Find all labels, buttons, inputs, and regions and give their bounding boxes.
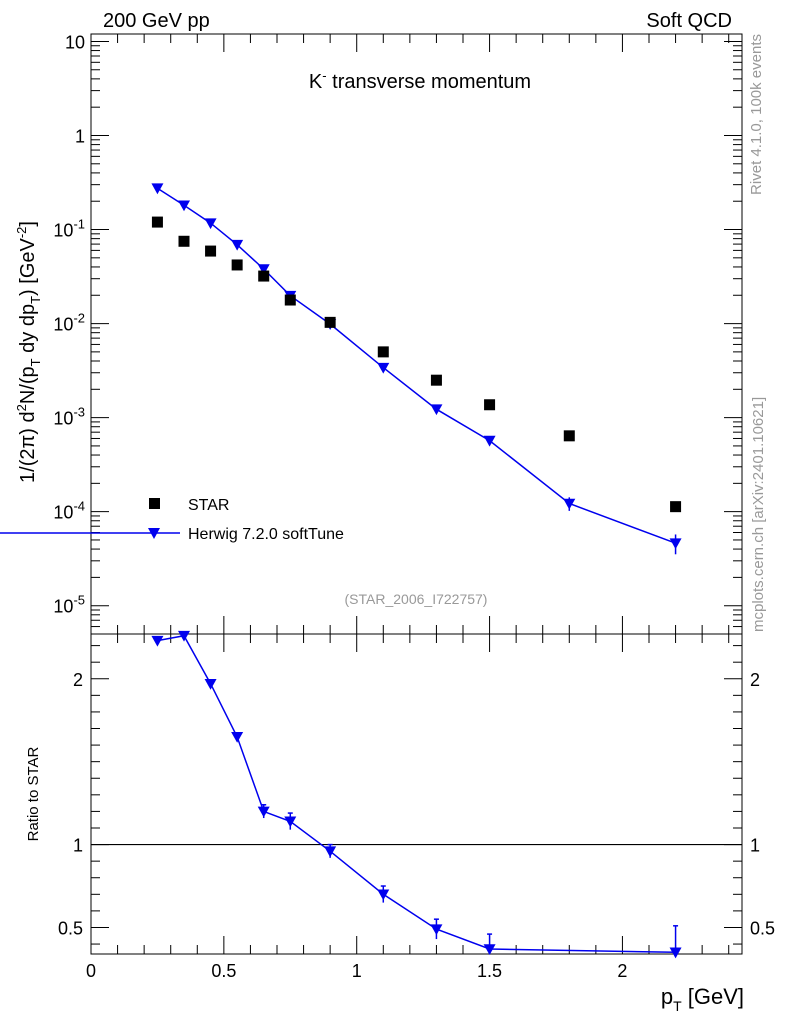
ratio-point (430, 924, 443, 936)
ratio-point (324, 846, 337, 858)
star-point (151, 216, 163, 228)
legend-herwig-label: Herwig 7.2.0 softTune (188, 526, 344, 543)
ratio-point (284, 816, 297, 828)
main-y-tick-label: 10-5 (53, 593, 85, 617)
ratio-y-tick-label: 1 (73, 836, 83, 856)
ratio-y-tick-label-right: 2 (750, 670, 760, 690)
x-ticks: 0 0.5 1 1.5 2 (86, 34, 730, 981)
star-point (178, 235, 190, 247)
rivet-label: Rivet 4.1.0, 100k events (748, 34, 765, 195)
x-tick-label: 0 (86, 961, 96, 981)
herwig-point (151, 183, 164, 195)
star-series (151, 216, 682, 513)
main-y-tick-label: 10-1 (53, 217, 85, 241)
ratio-y-axis-label: Ratio to STAR (25, 746, 42, 841)
legend-herwig-marker (148, 528, 160, 539)
mcplots-label: mcplots.cern.ch [arXiv:2401.10621] (750, 397, 767, 632)
x-tick-label: 1.5 (477, 961, 502, 981)
ratio-y-ticks: 0.5 0.5 1 1 2 2 (58, 645, 775, 945)
header-right: Soft QCD (646, 10, 732, 32)
main-y-tick-label: 10-2 (53, 311, 85, 335)
ratio-point (257, 806, 270, 818)
ratio-y-tick-label-right: 0.5 (750, 918, 775, 938)
ratio-point (483, 944, 496, 956)
star-point (205, 245, 217, 257)
analysis-watermark: (STAR_2006_I722757) (345, 591, 488, 607)
x-tick-label: 1 (352, 961, 362, 981)
main-y-tick-label: 10-4 (53, 499, 85, 523)
star-point (484, 399, 496, 411)
ratio-plot-frame (90, 633, 743, 955)
ratio-y-tick-label: 2 (73, 670, 83, 690)
star-point (284, 294, 296, 306)
herwig-point (231, 239, 244, 251)
herwig-point (257, 264, 270, 276)
star-point (231, 259, 243, 271)
ratio-point (151, 635, 164, 647)
star-point (670, 501, 682, 513)
star-point (377, 346, 389, 358)
ratio-y-tick-label: 0.5 (58, 918, 83, 938)
herwig-point (178, 200, 190, 212)
legend: STAR Herwig 7.2.0 softTune (0, 497, 344, 543)
ratio-point (377, 889, 390, 901)
ratio-line (157, 634, 676, 954)
herwig-point (563, 498, 576, 510)
star-point (430, 374, 442, 386)
ratio-point (669, 947, 682, 959)
ratio-point (231, 731, 244, 743)
plot-title: K- transverse momentum (309, 68, 531, 93)
star-point (563, 430, 575, 442)
x-tick-label: 2 (617, 961, 627, 981)
legend-star-label: STAR (188, 497, 229, 514)
main-y-tick-label: 10-3 (53, 405, 85, 429)
herwig-point (483, 435, 496, 447)
main-plot-frame (90, 33, 743, 635)
herwig-point (377, 362, 390, 374)
header-left: 200 GeV pp (103, 10, 210, 32)
herwig-point (204, 218, 217, 230)
main-y-tick-label: 10 (65, 32, 85, 52)
main-y-tick-label: 1 (75, 126, 85, 146)
main-y-axis-label: 1/(2π) d2N/(pT dy dpT) [GeV-2] (14, 221, 43, 483)
ratio-point (204, 678, 217, 690)
herwig-ratio-series (151, 630, 682, 959)
herwig-point (430, 404, 443, 416)
star-point (324, 316, 336, 328)
svg-text:1/(2π) d2N/(pT dy dpT) [GeV-: 1/(2π) d2N/(pT dy dpT) [GeV-2] (14, 221, 43, 483)
x-tick-label: 0.5 (211, 961, 236, 981)
star-point (258, 270, 270, 282)
herwig-point (669, 538, 682, 550)
ratio-y-tick-label-right: 1 (750, 836, 760, 856)
x-axis-label: pT [GeV] (661, 984, 744, 1014)
main-y-ticks: 10-5 10-4 10-3 10-2 10-1 1 10 (53, 32, 742, 628)
herwig-series (151, 183, 682, 555)
legend-star-marker (149, 498, 160, 509)
ratio-point (178, 630, 190, 642)
